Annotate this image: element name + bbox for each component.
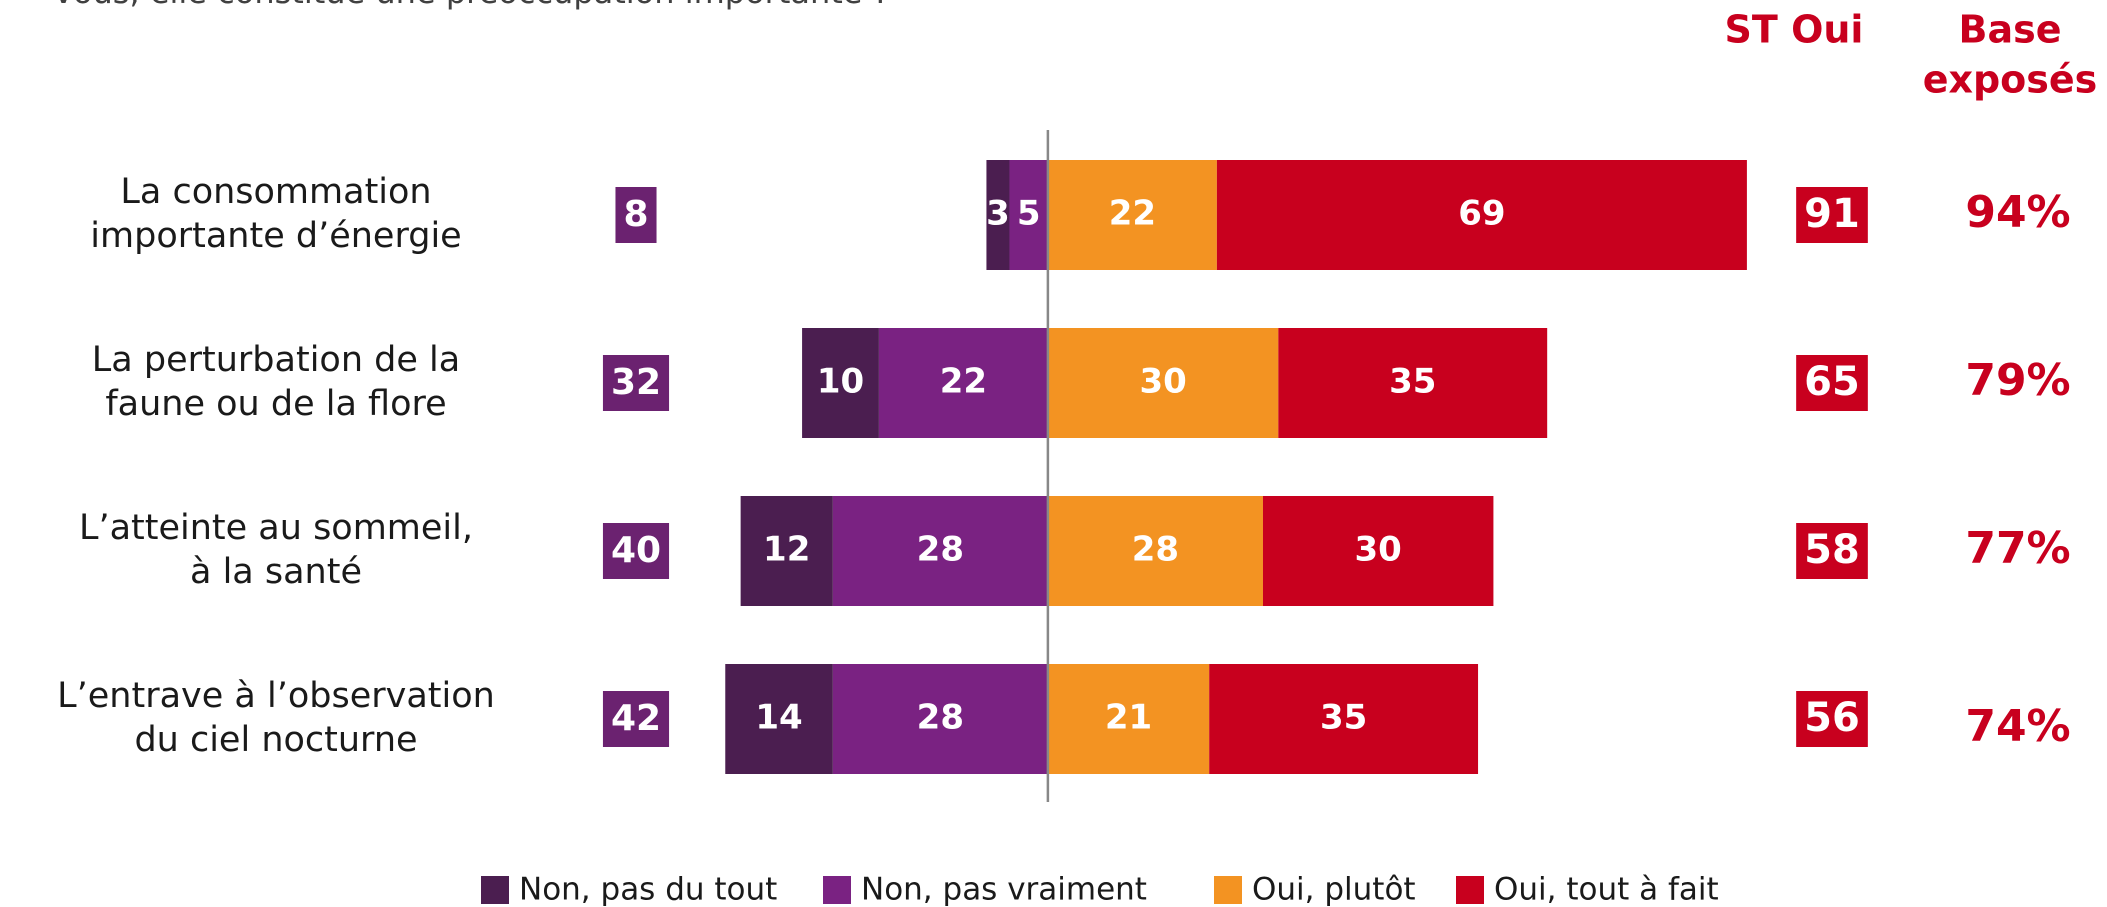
bar-segment [740, 496, 833, 606]
bar-value: 12 [763, 530, 810, 570]
category-label: La consommation [120, 172, 431, 212]
st-oui-value-box [1796, 355, 1868, 411]
bar-segment [1047, 328, 1279, 438]
st-non-value-box [602, 523, 670, 579]
bar-value: 30 [1139, 362, 1186, 402]
st-non-value-box [615, 187, 657, 243]
st-oui-value-box [1796, 691, 1868, 747]
legend-label: Non, pas vraiment [861, 872, 1147, 907]
legend-swatch [823, 876, 851, 904]
category-label: importante d’énergie [90, 216, 461, 256]
bar-value: 69 [1458, 194, 1505, 234]
st-non-value-box [602, 691, 670, 747]
bar-value: 5 [1017, 194, 1041, 234]
bar-value: 35 [1389, 362, 1436, 402]
base-header: Base [1959, 8, 2062, 52]
legend-swatch [1456, 876, 1484, 904]
bar-value: 30 [1355, 530, 1402, 570]
bar-segment [832, 496, 1048, 606]
bar-segment [832, 664, 1048, 774]
category-label: du ciel nocturne [134, 720, 417, 760]
bar-segment [1216, 160, 1747, 270]
bar-value: 28 [917, 698, 964, 738]
bar-segment [878, 328, 1048, 438]
bar-value: 10 [817, 362, 864, 402]
bar-value: 3 [986, 194, 1010, 234]
bar-value: 28 [917, 530, 964, 570]
base-value: 77% [1965, 523, 2070, 574]
bar-value: 14 [755, 698, 802, 738]
bar-segment [1278, 328, 1548, 438]
category-label: La perturbation de la [92, 340, 460, 380]
bar-segment [1262, 496, 1494, 606]
legend-label: Non, pas du tout [519, 872, 777, 907]
bar-segment [725, 664, 833, 774]
bar-value: 35 [1320, 698, 1367, 738]
st-non-value: 32 [611, 362, 661, 403]
bar-segment [1047, 664, 1210, 774]
st-non-value-box [602, 355, 670, 411]
bar-value: 22 [1109, 194, 1156, 234]
legend-label: Oui, tout à fait [1494, 872, 1719, 907]
bar-segment [1009, 160, 1048, 270]
legend-swatch [1214, 876, 1242, 904]
bar-segment [1209, 664, 1479, 774]
bar-segment [986, 160, 1010, 270]
base-value: 94% [1965, 187, 2070, 238]
category-label: faune ou de la flore [105, 384, 446, 424]
category-label: L’atteinte au sommeil, [79, 508, 473, 548]
st-non-value: 42 [611, 698, 661, 739]
legend-swatch [481, 876, 509, 904]
bar-value: 21 [1105, 698, 1152, 738]
st-oui-header: ST Oui [1725, 8, 1864, 52]
st-oui-value: 65 [1804, 359, 1860, 405]
st-oui-value-box [1796, 187, 1868, 243]
st-oui-value-box [1796, 523, 1868, 579]
base-value: 74% [1965, 701, 2070, 752]
base-header: exposés [1923, 58, 2098, 102]
bar-segment [802, 328, 879, 438]
bar-segment [1047, 496, 1263, 606]
subtitle: vous, elle constitue une préoccupation i… [54, 0, 890, 11]
bar-value: 22 [940, 362, 987, 402]
st-oui-value: 58 [1804, 527, 1860, 573]
legend-label: Oui, plutôt [1252, 872, 1416, 907]
bar-value: 28 [1132, 530, 1179, 570]
st-non-value: 40 [611, 530, 661, 571]
bar-segment [1047, 160, 1217, 270]
st-oui-value: 56 [1804, 695, 1860, 741]
category-label: à la santé [190, 552, 362, 592]
category-label: L’entrave à l’observation [57, 676, 495, 716]
st-oui-value: 91 [1804, 191, 1860, 237]
base-value: 79% [1965, 355, 2070, 406]
st-non-value: 8 [623, 194, 648, 235]
